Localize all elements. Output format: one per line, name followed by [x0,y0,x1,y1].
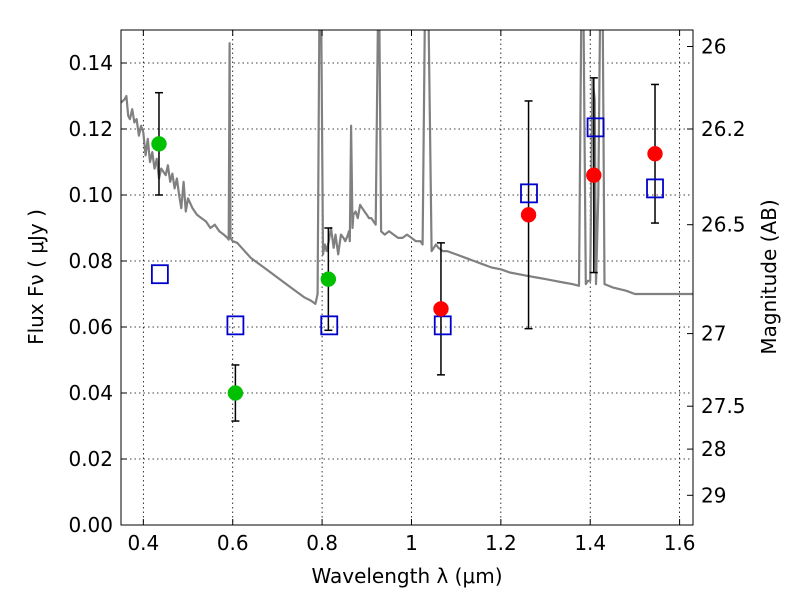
observed-point-red [433,301,449,317]
x-tick-label: 0.4 [127,531,159,555]
y2-tick-label: 27.5 [701,394,746,418]
y-tick-label: 0.10 [68,183,113,207]
y-tick-label: 0.08 [68,249,113,273]
y-tick-label: 0.06 [68,315,113,339]
y-tick-label: 0.04 [68,381,113,405]
y2-tick-label: 26.5 [701,213,746,237]
observed-point-green [227,385,244,401]
observed-point-red [520,207,537,223]
y2-tick-label: 26.2 [701,117,746,141]
x-tick-label: 0.8 [306,531,338,555]
x-tick-label: 1.4 [574,531,606,555]
y2-axis-label: Magnitude (AB) [757,199,781,354]
y-tick-label: 0.00 [68,513,113,537]
y2-tick-label: 26 [701,35,726,59]
x-tick-label: 0.6 [217,531,249,555]
observed-photometry-points [151,136,663,401]
axis-ticks: 0.4 0.6 0.8 1 1.2 1.4 1.6 0.00 0.02 0.04 0.06 0.08 0… [68,30,746,555]
y-tick-label: 0.12 [68,117,113,141]
x-tick-label: 1.6 [664,531,696,555]
observed-point-red [586,167,602,183]
model-square-marker [320,315,339,336]
x-tick-label: 1 [405,531,418,555]
y2-tick-label: 29 [701,483,726,507]
y-tick-label: 0.14 [68,51,113,75]
model-square-marker [226,315,245,336]
plot-frame [120,29,694,526]
model-square-marker [520,183,538,204]
x-axis-label: Wavelength λ (μm) [311,564,502,588]
y2-tick-label: 28 [701,437,726,461]
model-spectrum [121,30,693,305]
model-square-marker [150,264,169,285]
model-square-marker [586,117,605,138]
grid-lines [121,30,693,525]
x-tick-label: 1.2 [485,531,517,555]
y-axis-label: Flux Fν ( μJy ) [24,209,48,345]
observed-point-red [647,146,663,162]
y2-tick-label: 27 [701,322,726,346]
observed-point-green [320,271,337,287]
y-tick-label: 0.02 [68,447,113,471]
model-photometry-squares [150,117,664,336]
model-square-marker [646,178,664,199]
spectrum-line [121,30,693,305]
observed-point-green [151,136,167,152]
